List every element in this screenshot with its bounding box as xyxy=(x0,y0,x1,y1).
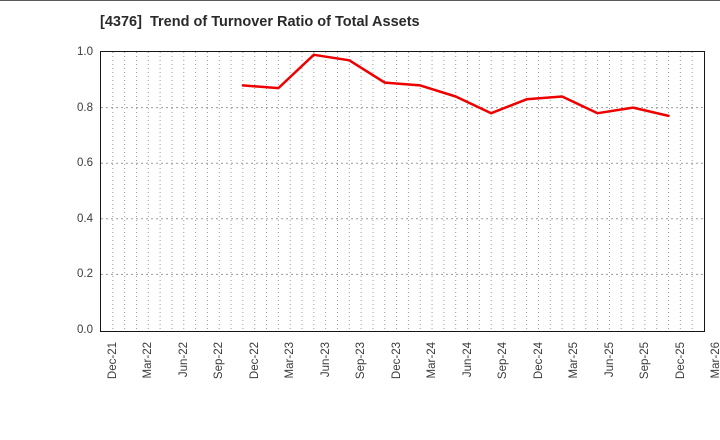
x-tick-label: Mar-26 xyxy=(710,342,720,379)
plot-area xyxy=(101,52,704,330)
x-tick-label: Mar-22 xyxy=(142,342,155,379)
top-divider xyxy=(0,0,720,1)
x-tick-label: Jun-23 xyxy=(319,342,332,378)
y-tick-label: 0.8 xyxy=(77,101,93,114)
x-tick-label: Mar-23 xyxy=(284,342,297,379)
x-tick-label: Dec-24 xyxy=(532,342,545,380)
x-tick-label: Sep-25 xyxy=(639,342,652,380)
y-tick-label: 0.4 xyxy=(77,212,93,225)
x-tick-label: Dec-21 xyxy=(107,342,119,380)
x-tick-label: Sep-22 xyxy=(213,342,226,380)
y-tick-label: 0.2 xyxy=(77,268,93,281)
x-tick-label: Sep-24 xyxy=(497,342,510,380)
chart-title: [4376] Trend of Turnover Ratio of Total … xyxy=(100,14,420,30)
turnover-ratio-line xyxy=(241,53,670,118)
x-tick-label: Dec-25 xyxy=(674,342,687,380)
x-tick-label: Dec-23 xyxy=(390,342,403,380)
y-tick-label: 0.6 xyxy=(77,157,93,170)
x-tick-label: Sep-23 xyxy=(355,342,368,380)
x-tick-label: Mar-24 xyxy=(426,342,439,379)
x-tick-label: Dec-22 xyxy=(248,342,261,380)
x-tick-label: Mar-25 xyxy=(568,342,581,379)
x-tick-label: Jun-24 xyxy=(461,342,474,378)
x-tick-label: Jun-22 xyxy=(177,342,190,378)
plot-frame xyxy=(99,50,705,332)
y-tick-label: 0.0 xyxy=(77,324,93,336)
x-tick-label: Jun-25 xyxy=(603,342,616,378)
y-tick-label: 1.0 xyxy=(77,46,93,58)
